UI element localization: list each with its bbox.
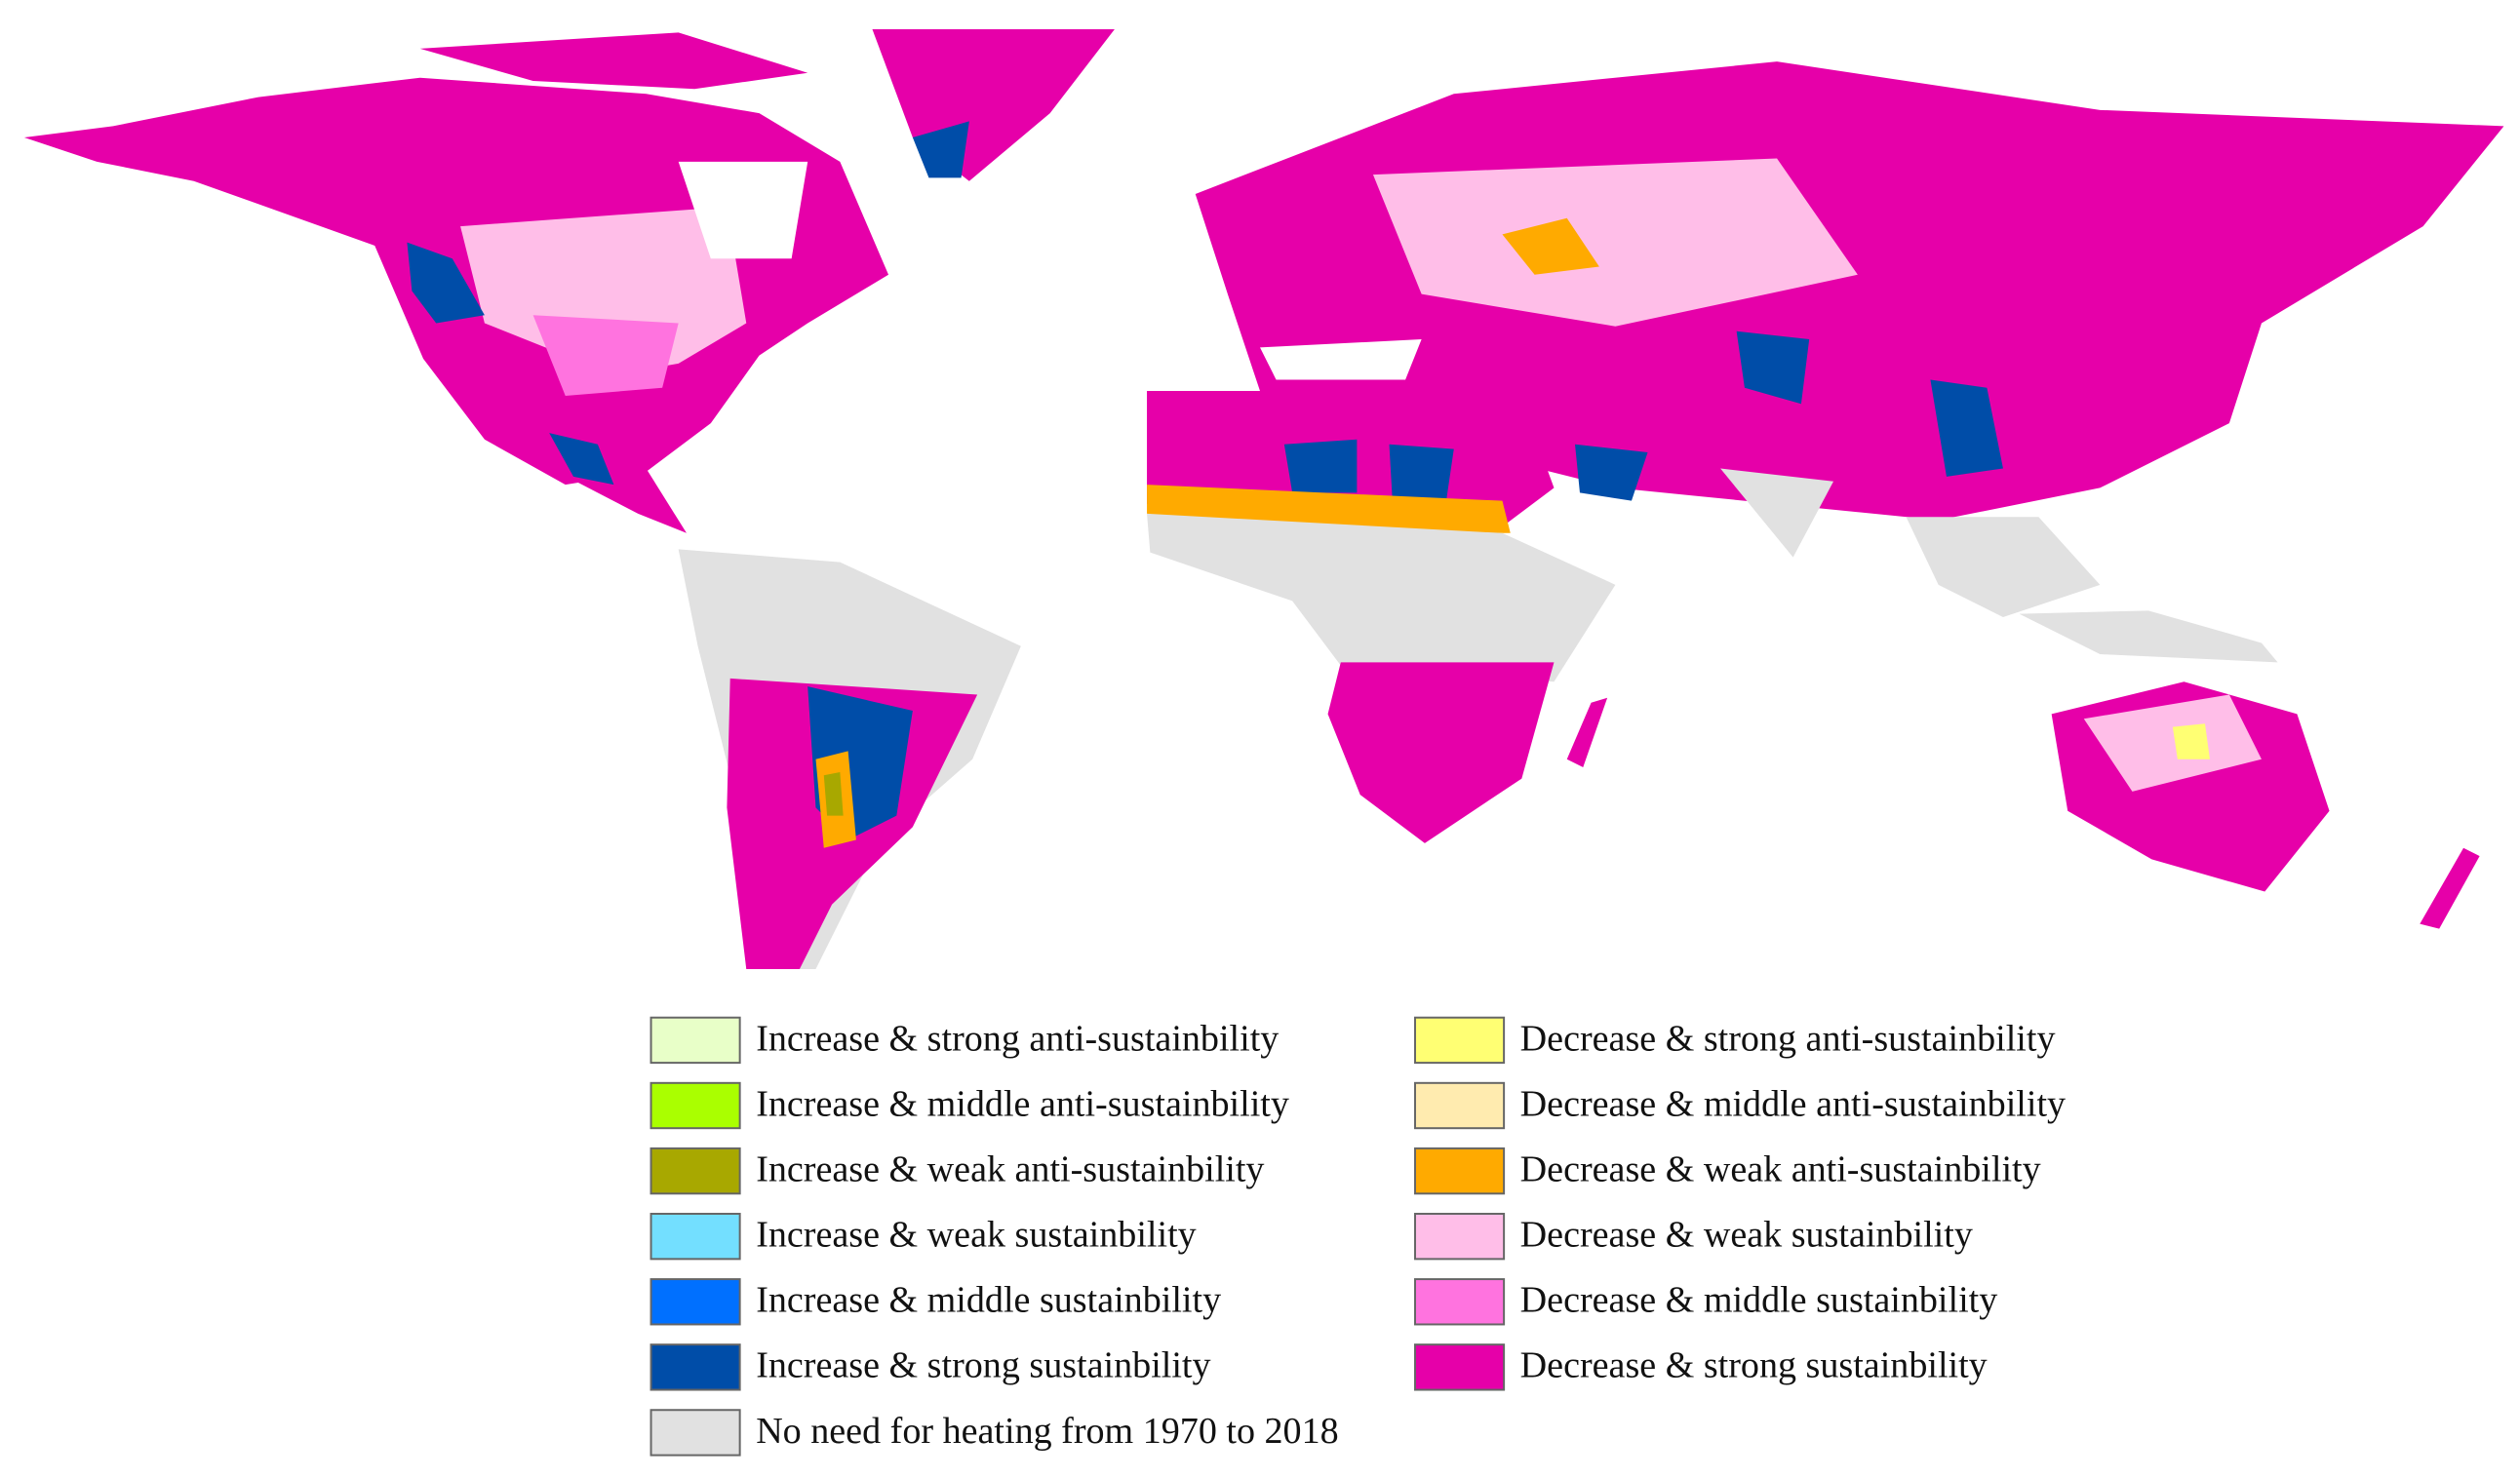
- world-map: [23, 29, 2504, 970]
- legend-swatch: [650, 1212, 741, 1261]
- legend-label: Decrease & strong anti-sustainbility: [1520, 1018, 2056, 1059]
- legend-swatch: [1414, 1081, 1506, 1130]
- new-zealand: [2420, 847, 2480, 929]
- china-blue: [1736, 331, 1810, 405]
- legend-swatch: [650, 1147, 741, 1195]
- legend-label: No need for heating from 1970 to 2018: [756, 1411, 1338, 1452]
- russia-light: [1372, 158, 1858, 327]
- legend-label: Decrease & middle anti-sustainbility: [1520, 1083, 2066, 1124]
- seasia-blue: [1930, 379, 2003, 477]
- legend-label: Increase & strong sustainbility: [756, 1345, 1210, 1386]
- hudson-bay: [678, 161, 808, 259]
- greenland: [872, 29, 1115, 181]
- na-blue: [407, 242, 485, 324]
- legend-swatch: [1414, 1016, 1506, 1065]
- australia-yellow: [2172, 723, 2210, 759]
- legend-swatch: [650, 1278, 741, 1326]
- legend-label: Decrease & weak sustainbility: [1520, 1215, 1973, 1256]
- indonesia: [2019, 610, 2278, 663]
- legend-label: Increase & strong anti-sustainbility: [756, 1018, 1279, 1059]
- legend-label: Increase & weak sustainbility: [756, 1215, 1197, 1256]
- legend: Increase & strong anti-sustainbility Decr…: [650, 1016, 2066, 1457]
- legend-swatch: [650, 1081, 741, 1130]
- legend-swatch: [650, 1409, 741, 1457]
- legend-swatch: [1414, 1212, 1506, 1261]
- legend-label: Increase & middle anti-sustainbility: [756, 1083, 1289, 1124]
- legend-swatch: [650, 1343, 741, 1391]
- legend-swatch: [650, 1016, 741, 1065]
- russia-orange: [1502, 217, 1599, 275]
- madagascar: [1566, 697, 1608, 767]
- india: [1720, 468, 1834, 558]
- legend-swatch: [1414, 1343, 1506, 1391]
- southeast-asia: [1906, 517, 2101, 617]
- legend-swatch: [1414, 1147, 1506, 1195]
- legend-label: Increase & weak anti-sustainbility: [756, 1148, 1264, 1189]
- australia-light: [2083, 694, 2262, 792]
- sa-olive: [823, 771, 844, 816]
- mexico-blue: [549, 433, 614, 486]
- africa-blue: [1283, 439, 1358, 493]
- arctic-islands: [419, 32, 808, 90]
- africa-middle: [1147, 513, 1616, 682]
- arabia-blue: [1575, 444, 1648, 501]
- legend-swatch: [1414, 1278, 1506, 1326]
- north-america-mid: [532, 315, 679, 397]
- legend-label: Decrease & strong sustainbility: [1520, 1345, 1988, 1386]
- mediterranean: [1260, 339, 1422, 380]
- africa-blue-2: [1389, 444, 1454, 504]
- greenland-blue: [912, 121, 969, 178]
- legend-label: Increase & middle sustainbility: [756, 1280, 1221, 1321]
- legend-label: Decrease & middle sustainbility: [1520, 1280, 1998, 1321]
- legend-label: Decrease & weak anti-sustainbility: [1520, 1148, 2041, 1189]
- africa-south: [1327, 662, 1555, 843]
